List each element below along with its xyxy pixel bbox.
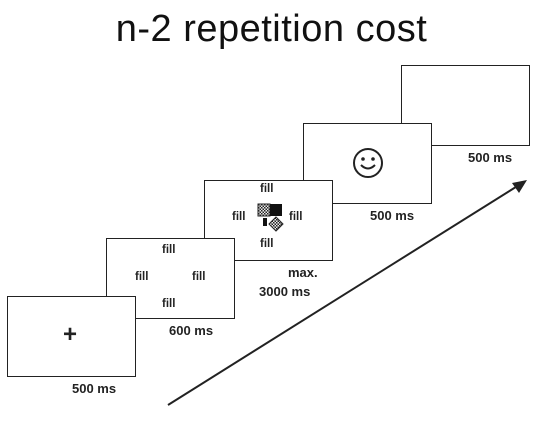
fill-label-top: fill (162, 244, 176, 256)
fill-label-right: fill (192, 271, 206, 283)
target-pattern-icon (257, 203, 284, 232)
smiley-icon (353, 148, 383, 178)
duration-label-target-time: 3000 ms (259, 284, 311, 299)
duration-label-fixation: 500 ms (72, 381, 117, 396)
duration-label-feedback: 500 ms (370, 208, 415, 223)
duration-label-blank: 500 ms (468, 150, 513, 165)
fill-label-top: fill (260, 183, 274, 195)
duration-label-cue: 600 ms (169, 323, 214, 338)
fixation-cross: + (63, 321, 78, 348)
fill-label-left: fill (232, 211, 246, 223)
fill-label-bottom: fill (260, 238, 274, 250)
page-title: n-2 repetition cost (115, 8, 428, 50)
screen-fixation: + (7, 296, 136, 377)
fill-label-bottom: fill (162, 298, 176, 310)
fill-label-left: fill (135, 271, 149, 283)
duration-label-target-max: max. (288, 265, 318, 280)
fill-label-right: fill (289, 211, 303, 223)
